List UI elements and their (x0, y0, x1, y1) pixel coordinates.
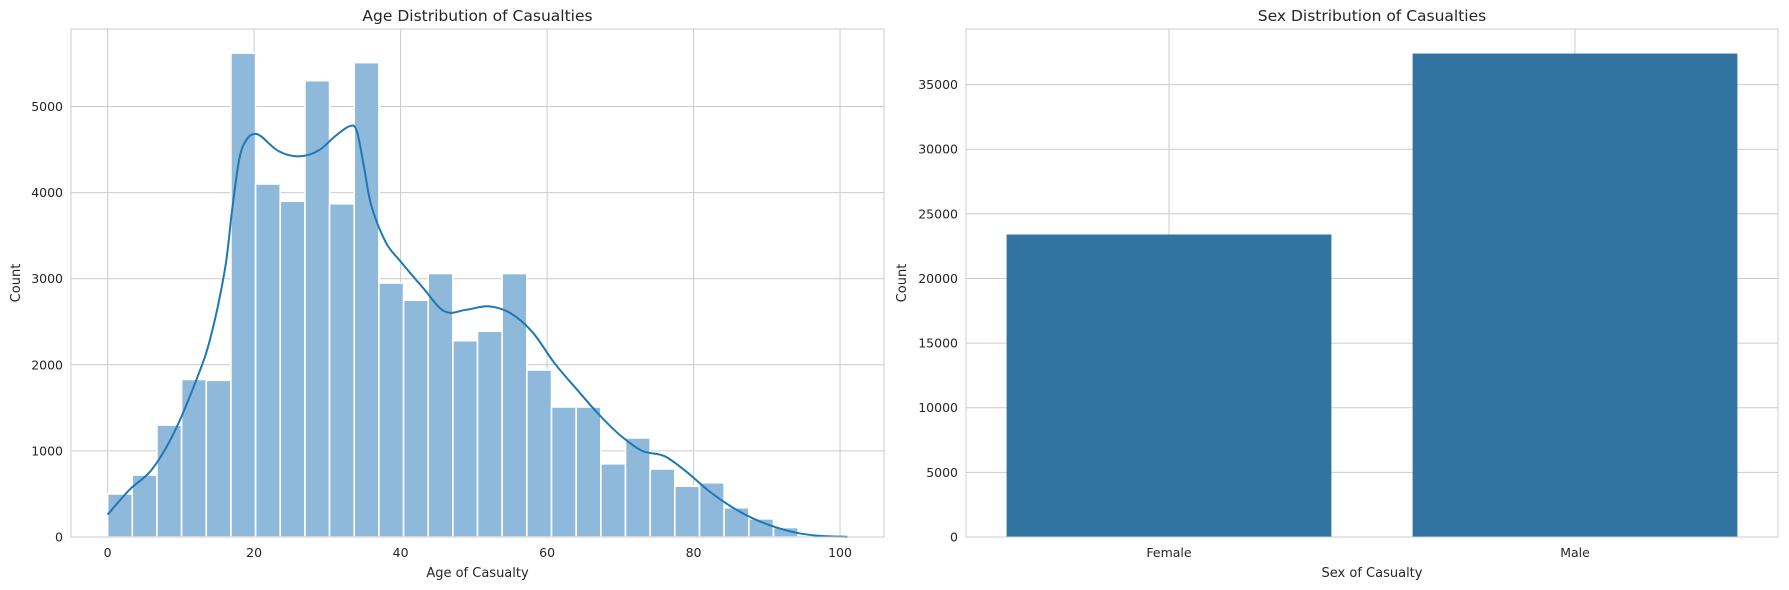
sex-y-tick-label: 10000 (918, 400, 958, 415)
sex-x-tick-label: Male (1560, 545, 1590, 560)
age-histogram-bar (476, 330, 503, 538)
age-histogram-bar (205, 379, 232, 538)
age-chart-title: Age Distribution of Casualties (362, 7, 592, 25)
age-y-tick-label: 5000 (31, 99, 63, 114)
sex-bar-male (1412, 53, 1738, 538)
age-histogram-bar (600, 463, 627, 538)
age-y-tick-label: 0 (55, 530, 63, 545)
sex-bar-chart: Female Male 0 5000 10000 15000 20000 25000 3000… (895, 7, 1779, 581)
age-y-axis-label: Count (9, 264, 24, 303)
age-histogram-bar (131, 474, 158, 538)
age-y-tick-label: 1000 (31, 443, 63, 458)
age-histogram-bars (106, 52, 849, 538)
age-histogram-bar (550, 406, 577, 538)
age-histogram-bar (378, 282, 405, 538)
age-histogram-bar (304, 79, 331, 538)
age-histogram-bar (328, 202, 356, 538)
age-histogram-bar (575, 406, 602, 538)
age-histogram-bar (279, 200, 306, 538)
sex-y-tick-label: 5000 (926, 465, 958, 480)
age-histogram-chart: 0 20 40 60 80 100 0 1000 2000 3000 4000 5000 Age D… (9, 7, 885, 581)
sex-y-tick-label: 0 (950, 530, 958, 545)
sex-y-tick-label: 15000 (918, 336, 958, 351)
age-plot-frame (70, 28, 885, 538)
sex-y-tick-label: 25000 (918, 206, 958, 221)
age-y-tick-labels: 0 1000 2000 3000 4000 5000 (31, 99, 63, 545)
age-histogram-bar (452, 339, 479, 538)
sex-bars (1006, 53, 1738, 538)
sex-plot-frame (965, 28, 1779, 538)
age-histogram-bar (674, 485, 701, 538)
sex-x-tick-labels: Female Male (1146, 545, 1590, 560)
age-histogram-bar (254, 183, 282, 538)
age-x-axis-label: Age of Casualty (426, 566, 529, 581)
age-x-tick-label: 20 (246, 545, 262, 560)
sex-y-tick-labels: 0 5000 10000 15000 20000 25000 30000 35000 (918, 77, 958, 544)
age-x-tick-label: 40 (393, 545, 409, 560)
age-histogram-bar (649, 468, 676, 538)
age-kde-line (106, 124, 848, 538)
age-histogram-bar (526, 369, 553, 538)
age-histogram-bar (402, 299, 430, 538)
sex-x-axis-label: Sex of Casualty (1322, 566, 1423, 581)
sex-y-axis-label: Count (895, 264, 910, 303)
age-y-tick-label: 4000 (31, 185, 63, 200)
sex-y-tick-label: 35000 (918, 77, 958, 92)
age-x-tick-label: 60 (539, 545, 555, 560)
sex-x-tick-label: Female (1146, 545, 1192, 560)
age-x-tick-labels: 0 20 40 60 80 100 (104, 545, 852, 560)
age-histogram-bar (230, 52, 257, 538)
sex-y-tick-label: 30000 (918, 142, 958, 157)
age-y-tick-label: 3000 (31, 271, 63, 286)
age-histogram-bar (501, 272, 528, 538)
age-histogram-bar (723, 506, 750, 538)
age-histogram-bar (180, 378, 208, 538)
age-x-tick-label: 100 (828, 545, 852, 560)
age-x-tick-label: 0 (104, 545, 112, 560)
age-y-tick-label: 2000 (31, 357, 63, 372)
age-histogram-bar (698, 481, 725, 538)
sex-y-tick-label: 20000 (918, 271, 958, 286)
sex-chart-title: Sex Distribution of Casualties (1258, 7, 1486, 25)
age-x-tick-label: 80 (686, 545, 702, 560)
sex-bar-female (1006, 234, 1332, 537)
